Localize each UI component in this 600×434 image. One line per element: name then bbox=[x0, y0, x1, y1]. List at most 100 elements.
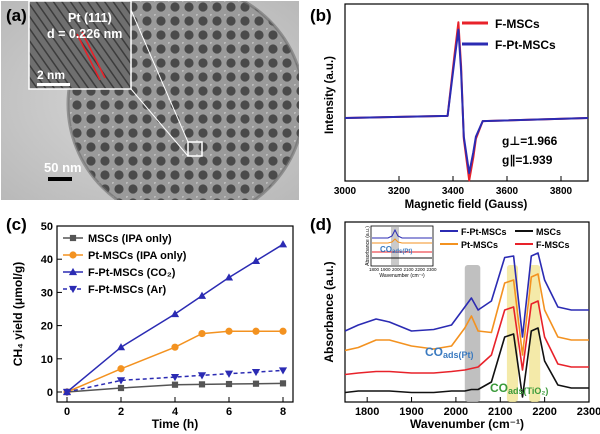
tem-inset-pointer-1 bbox=[130, 9, 189, 143]
ftir-x-tick-label: 2300 bbox=[577, 406, 600, 418]
co-ads-pt-annotation: COads(Pt) bbox=[425, 345, 474, 360]
yield-point-f-pt-mscs-ar bbox=[62, 388, 72, 397]
panel-label-c: (c) bbox=[6, 215, 27, 234]
g-parallel-annotation: g∥=1.939 bbox=[502, 153, 553, 167]
yield-legend-marker-mscs-ipa-only bbox=[69, 234, 77, 242]
yield-point-f-pt-mscs-ar bbox=[170, 373, 180, 382]
yield-line-f-pt-mscs-ar bbox=[66, 369, 284, 393]
ftir-inset-x-label: Wavenumber (cm⁻¹) bbox=[379, 273, 425, 279]
co-ads-tio2-annotation: COads(TiO₂) bbox=[490, 381, 548, 396]
epr-x-tick-label: 3000 bbox=[334, 186, 357, 197]
panel-label-d: (d) bbox=[310, 215, 332, 234]
yield-point-f-pt-mscs-ar bbox=[197, 372, 207, 380]
yield-point-f-pt-mscs-co bbox=[197, 291, 207, 299]
yield-series bbox=[62, 240, 288, 397]
yield-point-f-pt-mscs-ar bbox=[116, 377, 126, 385]
yield-legend-label-pt-mscs-ipa-only: Pt-MSCs (IPA only) bbox=[88, 250, 187, 262]
tem-scale-label: 50 nm bbox=[44, 160, 82, 175]
g-perp-annotation: g⊥=1.966 bbox=[502, 134, 558, 148]
yield-point-f-pt-mscs-co bbox=[170, 309, 180, 318]
yield-point-mscs-ipa-only bbox=[252, 380, 260, 387]
ftir-inset-ticks: 1800 1900 2000 2100 2200 2300 bbox=[369, 267, 437, 272]
tem-inset bbox=[28, 1, 132, 90]
yield-point-f-pt-mscs-co bbox=[251, 256, 261, 264]
yield-y-axis-label: CH₄ yield (μmol/g) bbox=[11, 262, 25, 366]
yield-point-f-pt-mscs-ar bbox=[251, 368, 261, 377]
yield-y-tick-label: 50 bbox=[41, 221, 53, 233]
yield-legend: MSCs (IPA only) Pt-MSCs (IPA only) F-Pt-MS… bbox=[63, 233, 187, 296]
ftir-x-tick-label: 2200 bbox=[532, 406, 556, 418]
ftir-band-2020-2055 bbox=[464, 265, 481, 402]
ftir-x-ticks: 1800 1900 2000 2100 2200 2300 bbox=[355, 397, 600, 418]
lattice-marker-2 bbox=[81, 31, 106, 79]
inset-scale-bar bbox=[37, 83, 70, 86]
legend-label-ftir-f-pt-mscs: F-Pt-MSCs bbox=[461, 227, 507, 237]
yield-point-pt-mscs-ipa-only bbox=[225, 327, 233, 335]
yield-legend-label-f-pt-mscs-ar: F-Pt-MSCs (Ar) bbox=[88, 284, 167, 296]
inset-plane-label: Pt (111) bbox=[68, 11, 112, 25]
ftir-inset-y-label: Absorbance (a.u.) bbox=[365, 226, 371, 266]
epr-x-tick-label: 3800 bbox=[550, 186, 573, 197]
yield-point-mscs-ipa-only bbox=[225, 380, 233, 388]
ftir-inset-tick-label: 1800 bbox=[369, 267, 380, 272]
tem-selected-region bbox=[187, 141, 203, 157]
ftir-inset-tick-label: 2300 bbox=[426, 267, 437, 272]
ftir-x-tick-label: 1800 bbox=[355, 406, 379, 418]
yield-point-f-pt-mscs-co bbox=[116, 343, 126, 351]
epr-x-ticks: 3000 3200 3400 3600 3800 bbox=[334, 176, 573, 197]
ftir-x-tick-label: 2100 bbox=[488, 406, 512, 418]
panel-label-b: (b) bbox=[310, 6, 332, 25]
yield-legend-marker-f-pt-mscs-co bbox=[68, 267, 78, 276]
yield-legend-marker-f-pt-mscs-ar bbox=[68, 285, 78, 294]
ftir-inset-tick-label: 1900 bbox=[380, 267, 391, 272]
legend-label-ftir-f-mscs: F-MSCs bbox=[536, 240, 570, 250]
yield-point-pt-mscs-ipa-only bbox=[198, 329, 206, 338]
ftir-plot-frame bbox=[344, 221, 590, 403]
yield-y-tick-label: 10 bbox=[41, 354, 53, 366]
panel-c-yield: (c) 0 2 4 6 8 0 10 20 30 40 50 MSCs (IPA only) Pt-M… bbox=[6, 215, 294, 431]
epr-x-axis-label: Magnetic field (Gauss) bbox=[405, 199, 528, 211]
yield-x-tick-label: 4 bbox=[172, 406, 179, 418]
epr-x-tick-label: 3400 bbox=[442, 186, 465, 197]
yield-point-pt-mscs-ipa-only bbox=[117, 365, 125, 373]
legend-label-ftir-mscs: MSCs bbox=[536, 227, 561, 237]
yield-y-tick-label: 0 bbox=[47, 387, 53, 399]
epr-line-f-pt-mscs bbox=[344, 28, 589, 175]
ftir-x-axis-label: Wavenumber (cm⁻¹) bbox=[410, 417, 524, 431]
yield-x-tick-label: 8 bbox=[280, 406, 286, 418]
yield-y-tick-label: 20 bbox=[41, 321, 53, 333]
yield-legend-marker-pt-mscs-ipa-only bbox=[69, 251, 77, 259]
yield-point-pt-mscs-ipa-only bbox=[279, 327, 287, 335]
tem-particle-edge bbox=[66, 1, 299, 200]
legend-label-f-pt-mscs: F-Pt-MSCs bbox=[495, 38, 556, 52]
tem-scale-bar bbox=[48, 177, 72, 181]
yield-y-tick-label: 30 bbox=[41, 287, 53, 299]
yield-x-tick-label: 0 bbox=[64, 406, 70, 418]
ftir-inset: Absorbance (a.u.) Wavenumber (cm⁻¹) 1800… bbox=[365, 225, 437, 279]
lattice-marker-1 bbox=[76, 33, 101, 81]
epr-x-tick-label: 3200 bbox=[388, 186, 411, 197]
yield-y-tick-label: 40 bbox=[41, 254, 53, 266]
yield-point-f-pt-mscs-co bbox=[224, 273, 234, 281]
ftir-line-mscs bbox=[345, 327, 589, 398]
yield-legend-label-mscs-ipa-only: MSCs (IPA only) bbox=[88, 233, 172, 245]
yield-point-mscs-ipa-only bbox=[198, 381, 206, 388]
epr-x-tick-label: 3600 bbox=[496, 186, 519, 197]
panel-a-tem: Pt (111) d = 0.226 nm 2 nm 50 nm (a) bbox=[1, 1, 299, 200]
ftir-inset-tick-label: 2100 bbox=[403, 267, 414, 272]
yield-axis-ticks: 0 2 4 6 8 0 10 20 30 40 50 bbox=[41, 221, 286, 418]
yield-point-mscs-ipa-only bbox=[171, 381, 179, 388]
epr-series bbox=[344, 21, 589, 182]
ftir-inset-tick-label: 2000 bbox=[392, 267, 403, 272]
yield-x-tick-label: 6 bbox=[226, 406, 232, 418]
ftir-band-2165-2190 bbox=[529, 265, 541, 402]
ftir-series bbox=[345, 252, 589, 398]
panel-b-epr: (b) 3000 3200 3400 3600 3800 Magnetic field … bbox=[310, 3, 589, 211]
ftir-inset-frame bbox=[370, 225, 434, 267]
yield-point-pt-mscs-ipa-only bbox=[171, 343, 179, 351]
ftir-inset-band bbox=[391, 227, 399, 265]
ftir-line-f-mscs bbox=[345, 300, 589, 376]
ftir-line-pt-mscs bbox=[345, 273, 589, 356]
ftir-inset-co-label: COads(Pt) bbox=[380, 245, 412, 255]
